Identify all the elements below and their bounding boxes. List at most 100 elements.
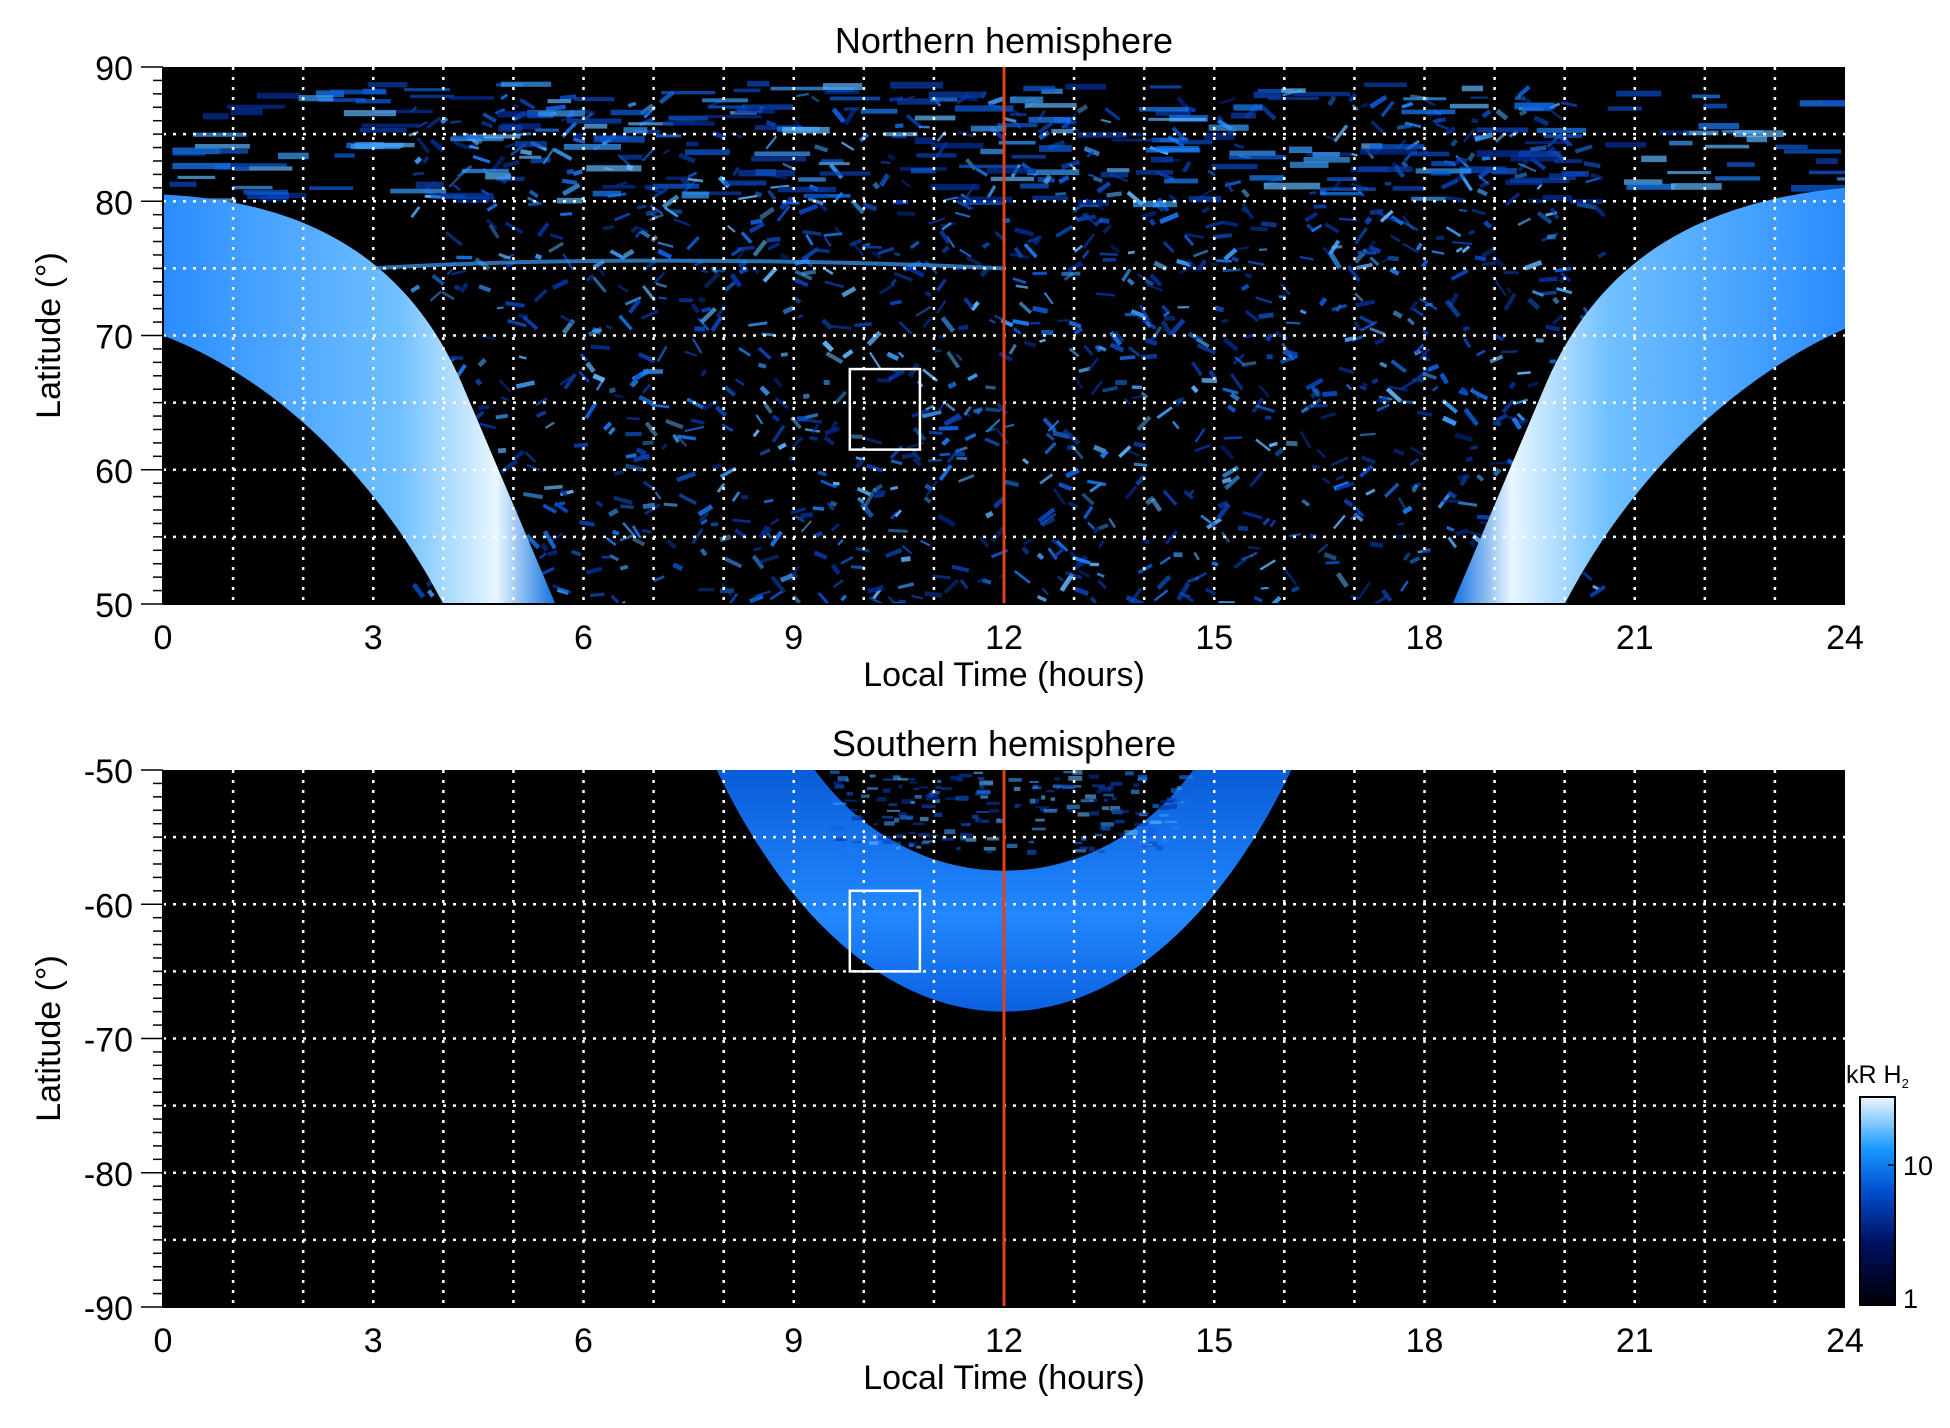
emission-speck bbox=[767, 242, 781, 251]
emission-speck bbox=[1463, 407, 1479, 427]
emission-speck bbox=[941, 787, 953, 791]
polar-cap-speck bbox=[355, 99, 391, 104]
emission-speck bbox=[779, 196, 794, 211]
emission-speck bbox=[1447, 490, 1458, 500]
emission-speck bbox=[1402, 505, 1413, 515]
emission-speck bbox=[1357, 581, 1371, 600]
polar-cap-speck bbox=[702, 98, 749, 103]
emission-speck bbox=[1089, 811, 1099, 816]
polar-cap-speck bbox=[1548, 173, 1576, 180]
polar-cap-speck bbox=[226, 104, 285, 109]
emission-speck bbox=[592, 373, 606, 383]
x-tick-label: 18 bbox=[1406, 1322, 1444, 1360]
emission-speck bbox=[1462, 127, 1476, 143]
emission-speck bbox=[887, 153, 896, 161]
emission-speck bbox=[1412, 377, 1425, 383]
emission-speck bbox=[1108, 517, 1116, 529]
emission-speck bbox=[758, 524, 770, 539]
emission-speck bbox=[1552, 296, 1560, 305]
emission-speck bbox=[686, 236, 700, 251]
emission-speck bbox=[542, 147, 555, 165]
emission-speck bbox=[1144, 495, 1156, 506]
emission-speck bbox=[933, 798, 941, 803]
emission-speck bbox=[1421, 259, 1429, 268]
emission-speck bbox=[1130, 309, 1148, 320]
emission-layer bbox=[163, 80, 1845, 604]
polar-cap-speck bbox=[1303, 157, 1350, 163]
emission-speck bbox=[1183, 489, 1194, 500]
emission-speck bbox=[800, 512, 814, 519]
emission-speck bbox=[1476, 188, 1488, 197]
emission-speck bbox=[759, 448, 771, 457]
emission-speck bbox=[1422, 548, 1432, 554]
emission-speck bbox=[1066, 261, 1084, 273]
emission-speck bbox=[1379, 209, 1394, 223]
emission-speck bbox=[426, 589, 435, 598]
emission-speck bbox=[1455, 246, 1463, 253]
polar-cap-speck bbox=[343, 110, 396, 117]
emission-speck bbox=[1380, 100, 1395, 118]
emission-speck bbox=[1081, 249, 1090, 259]
emission-speck bbox=[1357, 250, 1377, 255]
emission-speck bbox=[655, 282, 667, 288]
emission-speck bbox=[959, 579, 969, 590]
emission-speck bbox=[1255, 438, 1271, 452]
polar-cap-speck bbox=[169, 181, 197, 187]
emission-speck bbox=[1040, 517, 1056, 528]
emission-speck bbox=[553, 501, 569, 514]
emission-speck bbox=[1054, 776, 1061, 781]
emission-speck bbox=[1432, 385, 1439, 392]
emission-speck bbox=[1162, 241, 1175, 253]
emission-speck bbox=[661, 443, 668, 451]
emission-speck bbox=[645, 209, 658, 217]
emission-speck bbox=[880, 161, 891, 165]
emission-speck bbox=[937, 779, 942, 784]
emission-speck bbox=[450, 269, 467, 276]
polar-cap-speck bbox=[770, 86, 827, 91]
polar-cap-speck bbox=[914, 137, 936, 145]
emission-speck bbox=[1102, 385, 1119, 393]
emission-speck bbox=[1236, 246, 1250, 251]
emission-speck bbox=[605, 324, 613, 330]
polar-cap-speck bbox=[685, 149, 730, 156]
emission-speck bbox=[1369, 245, 1382, 254]
emission-speck bbox=[661, 194, 680, 209]
polar-cap-speck bbox=[1411, 151, 1450, 157]
emission-speck bbox=[513, 449, 525, 461]
emission-speck bbox=[1481, 156, 1491, 161]
emission-speck bbox=[1379, 361, 1388, 369]
emission-speck bbox=[1066, 804, 1080, 809]
emission-speck bbox=[1077, 214, 1097, 222]
emission-speck bbox=[866, 463, 884, 473]
emission-speck bbox=[811, 95, 820, 103]
emission-speck bbox=[1156, 845, 1163, 851]
emission-speck bbox=[985, 385, 996, 390]
emission-speck bbox=[1194, 571, 1208, 581]
emission-speck bbox=[888, 803, 898, 806]
emission-speck bbox=[918, 833, 931, 838]
polar-cap-speck bbox=[1148, 117, 1207, 121]
emission-speck bbox=[1409, 556, 1421, 565]
emission-speck bbox=[1303, 398, 1322, 412]
emission-speck bbox=[1176, 582, 1191, 602]
emission-speck bbox=[1128, 346, 1141, 357]
emission-speck bbox=[1029, 321, 1041, 325]
emission-speck bbox=[1212, 233, 1232, 240]
emission-speck bbox=[887, 595, 897, 604]
emission-speck bbox=[1459, 172, 1473, 192]
emission-speck bbox=[860, 502, 874, 519]
emission-speck bbox=[769, 590, 783, 601]
emission-speck bbox=[1224, 474, 1241, 491]
emission-speck bbox=[498, 379, 512, 393]
polar-cap-speck bbox=[452, 135, 484, 139]
x-tick-label: 3 bbox=[364, 1322, 383, 1360]
emission-speck bbox=[1133, 783, 1140, 787]
emission-speck bbox=[852, 242, 865, 257]
emission-speck bbox=[811, 423, 819, 434]
emission-speck bbox=[830, 420, 839, 431]
emission-speck bbox=[559, 489, 568, 497]
emission-speck bbox=[734, 378, 745, 386]
emission-speck bbox=[812, 506, 825, 511]
emission-speck bbox=[866, 584, 885, 594]
emission-speck bbox=[410, 206, 421, 219]
